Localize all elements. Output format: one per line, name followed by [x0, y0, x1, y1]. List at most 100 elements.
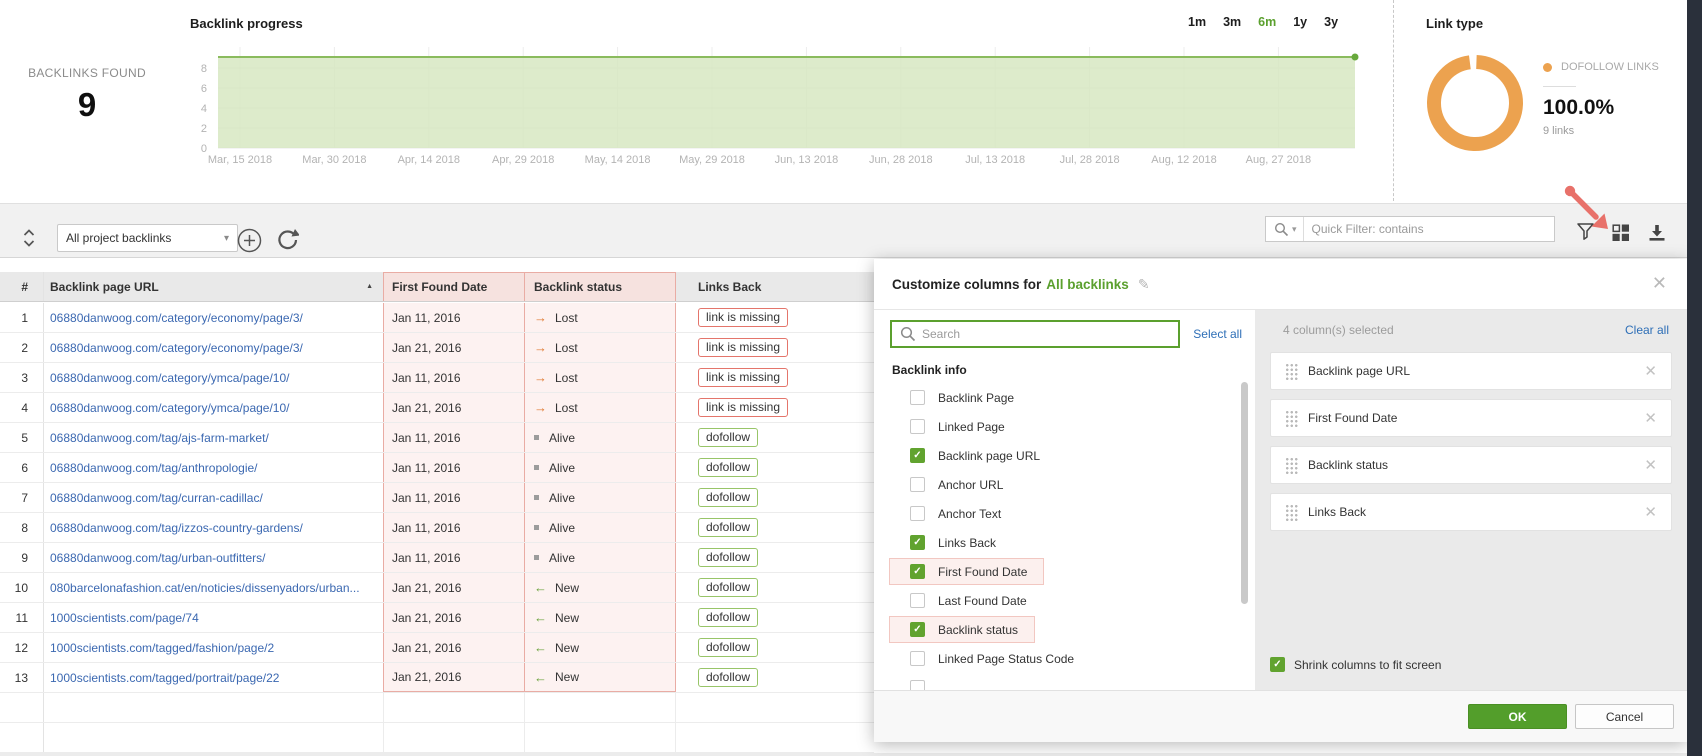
quick-filter-input[interactable] [1304, 222, 1554, 236]
drag-handle-icon[interactable] [1285, 410, 1298, 427]
selected-column-chip[interactable]: Backlink page URL✕ [1270, 352, 1672, 390]
column-header-backlink-page-url[interactable]: Backlink page URL▲ [44, 272, 383, 301]
column-checkbox[interactable]: ✓ [910, 622, 925, 637]
backlink-url-link[interactable]: 06880danwoog.com/tag/ajs-farm-market/ [50, 431, 269, 445]
backlink-url-link[interactable]: 1000scientists.com/page/74 [50, 611, 199, 625]
table-row: 906880danwoog.com/tag/urban-outfitters/J… [0, 543, 874, 573]
filter-funnel-icon[interactable] [1576, 222, 1595, 244]
section-divider [1393, 0, 1394, 206]
refresh-icon[interactable] [275, 228, 299, 255]
column-option-inner[interactable]: Anchor URL [889, 471, 1020, 498]
column-option-inner[interactable]: ✓Links Back [889, 529, 1013, 556]
selected-columns-list: Backlink page URL✕ First Found Date✕ Backl… [1270, 352, 1672, 531]
remove-column-icon[interactable]: ✕ [1644, 362, 1657, 380]
column-header-links-back[interactable]: Links Back [676, 272, 874, 301]
column-option-inner[interactable]: ✓First Found Date [889, 558, 1044, 585]
column-header-num[interactable]: # [0, 272, 44, 301]
cancel-button[interactable]: Cancel [1575, 704, 1674, 729]
selected-column-chip[interactable]: First Found Date✕ [1270, 399, 1672, 437]
range-option-1y[interactable]: 1y [1293, 15, 1307, 29]
column-option-inner[interactable]: ✓Backlink page URL [889, 442, 1057, 469]
range-option-3y[interactable]: 3y [1324, 15, 1338, 29]
clear-all-link[interactable]: Clear all [1625, 323, 1669, 337]
cell-first-found-date: Jan 11, 2016 [383, 513, 524, 542]
backlink-url-link[interactable]: 06880danwoog.com/category/ymca/page/10/ [50, 371, 290, 385]
drag-handle-icon[interactable] [1285, 504, 1298, 521]
drag-handle-icon[interactable] [1285, 457, 1298, 474]
cell-backlink-url: 06880danwoog.com/tag/izzos-country-garde… [44, 513, 383, 542]
backlink-url-link[interactable]: 06880danwoog.com/tag/urban-outfitters/ [50, 551, 265, 565]
column-option-anchor-text: Anchor Text [874, 499, 1236, 528]
empty-table-row [0, 723, 874, 753]
column-option-inner[interactable]: Anchor Text [889, 500, 1018, 527]
range-option-1m[interactable]: 1m [1188, 15, 1206, 29]
column-option [874, 673, 1236, 690]
column-checkbox[interactable] [910, 506, 925, 521]
column-option-inner[interactable]: Linked Page Status Code [889, 645, 1091, 672]
cell-row-number: 10 [0, 573, 44, 602]
status-arrow-icon: ← [534, 670, 547, 685]
column-checkbox[interactable] [910, 593, 925, 608]
customize-columns-icon[interactable] [1612, 224, 1629, 244]
cell-row-number: 2 [0, 333, 44, 362]
backlinks-found-summary: BACKLINKS FOUND 9 [8, 66, 166, 124]
remove-column-icon[interactable]: ✕ [1644, 503, 1657, 521]
project-backlinks-select[interactable]: All project backlinks ▾ [57, 224, 238, 252]
export-download-icon[interactable] [1648, 224, 1666, 245]
status-label: Alive [549, 491, 575, 505]
selected-column-chip[interactable]: Backlink status✕ [1270, 446, 1672, 484]
add-backlink-button[interactable] [237, 228, 262, 256]
backlink-url-link[interactable]: 1000scientists.com/tagged/fashion/page/2 [50, 641, 274, 655]
column-checkbox[interactable] [910, 477, 925, 492]
backlink-url-link[interactable]: 06880danwoog.com/category/economy/page/3… [50, 341, 303, 355]
edit-pencil-icon[interactable]: ✎ [1138, 276, 1150, 293]
select-all-link[interactable]: Select all [1193, 327, 1242, 341]
column-checkbox[interactable] [910, 390, 925, 405]
column-header-backlink-status[interactable]: Backlink status [524, 272, 676, 301]
remove-column-icon[interactable]: ✕ [1644, 456, 1657, 474]
column-option-inner[interactable]: ✓Backlink status [889, 616, 1035, 643]
backlink-url-link[interactable]: 06880danwoog.com/tag/izzos-country-garde… [50, 521, 303, 535]
cell-first-found-date: Jan 11, 2016 [383, 483, 524, 512]
ok-button[interactable]: OK [1468, 704, 1567, 729]
status-arrow-icon: ← [534, 580, 547, 595]
column-checkbox[interactable] [910, 680, 925, 690]
column-option-inner[interactable]: Linked Page [889, 413, 1022, 440]
status-label: Lost [555, 311, 578, 325]
backlink-url-link[interactable]: 06880danwoog.com/category/economy/page/3… [50, 311, 303, 325]
column-checkbox[interactable]: ✓ [910, 535, 925, 550]
range-option-3m[interactable]: 3m [1223, 15, 1241, 29]
column-option-backlink-status: ✓Backlink status [874, 615, 1236, 644]
backlink-url-link[interactable]: 06880danwoog.com/tag/anthropologie/ [50, 461, 258, 475]
reorder-rows-icon[interactable] [22, 228, 36, 251]
remove-column-icon[interactable]: ✕ [1644, 409, 1657, 427]
backlink-url-link[interactable]: 06880danwoog.com/tag/curran-cadillac/ [50, 491, 263, 505]
shrink-columns-checkbox[interactable]: ✓ [1270, 657, 1285, 672]
status-alive-icon [534, 495, 539, 500]
column-checkbox[interactable]: ✓ [910, 448, 925, 463]
selected-column-chip[interactable]: Links Back✕ [1270, 493, 1672, 531]
close-icon[interactable]: ✕ [1652, 274, 1667, 292]
table-row: 10 080barcelonafashion.cat/en/noticies/di… [0, 573, 874, 603]
status-arrow-icon: → [534, 400, 547, 415]
column-checkbox[interactable]: ✓ [910, 564, 925, 579]
backlink-url-link[interactable]: 1000scientists.com/tagged/portrait/page/… [50, 671, 279, 685]
column-checkbox[interactable] [910, 651, 925, 666]
cell-backlink-url: 1000scientists.com/page/74 [44, 603, 383, 632]
column-option-inner[interactable] [889, 674, 942, 690]
drag-handle-icon[interactable] [1285, 363, 1298, 380]
svg-text:Mar, 30 2018: Mar, 30 2018 [302, 154, 366, 166]
backlink-url-link[interactable]: 080barcelonafashion.cat/en/noticies/diss… [50, 581, 360, 595]
svg-text:Apr, 14 2018: Apr, 14 2018 [398, 154, 460, 166]
column-search-input[interactable] [922, 327, 1178, 341]
search-icon[interactable]: ▾ [1266, 217, 1304, 241]
range-option-6m[interactable]: 6m [1258, 15, 1276, 29]
list-scrollbar-thumb[interactable] [1241, 382, 1248, 604]
column-header-first-found-date[interactable]: First Found Date [383, 272, 524, 301]
column-option-inner[interactable]: Backlink Page [889, 384, 1031, 411]
cell-links-back: dofollow [676, 633, 874, 662]
status-arrow-icon: → [534, 340, 547, 355]
column-option-inner[interactable]: Last Found Date [889, 587, 1044, 614]
backlink-url-link[interactable]: 06880danwoog.com/category/ymca/page/10/ [50, 401, 290, 415]
column-checkbox[interactable] [910, 419, 925, 434]
